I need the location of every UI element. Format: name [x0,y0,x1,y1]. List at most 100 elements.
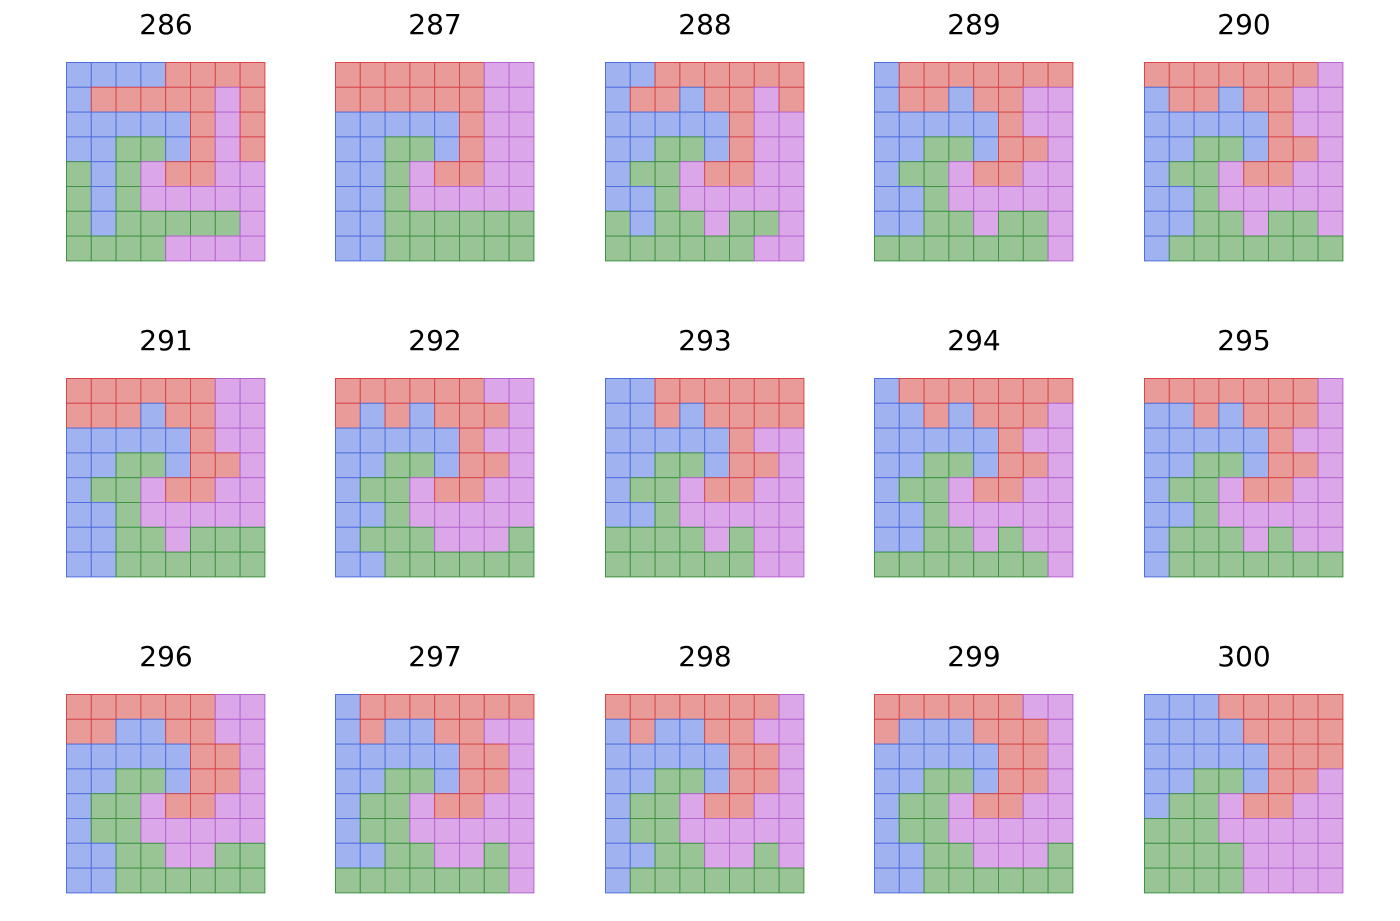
grid-cell [654,235,681,262]
grid-cell [140,793,167,819]
grid-cell [654,718,681,745]
grid-cell [1022,502,1049,528]
grid-cell [1193,694,1220,720]
grid-cell [778,718,805,745]
grid-cell [753,867,780,894]
grid-cell [998,452,1024,479]
grid-cell [140,86,167,113]
grid-cell [1317,161,1344,187]
grid-cell [1218,62,1245,88]
grid-cell [923,210,950,237]
grid-cell [948,210,975,237]
grid-cell [1292,427,1319,454]
grid-cell [239,867,266,894]
grid-cell [384,86,411,113]
grid-cell [66,867,92,894]
grid-cell [874,111,900,138]
grid-cell [605,818,631,844]
grid-cell [704,867,730,894]
color-grid [605,694,805,894]
grid-cell [409,210,436,237]
grid-cell [66,502,92,528]
grid-cell [214,718,241,745]
grid-cell [335,161,361,187]
grid-cell [973,551,999,578]
grid-cell [753,210,780,237]
grid-cell [605,526,631,553]
grid-cell [335,378,361,404]
grid-cell [1047,694,1074,720]
grid-cell [483,694,510,720]
grid-cell [359,235,386,262]
grid-cell [1292,743,1319,770]
grid-cell [874,427,900,454]
grid-cell [1144,867,1170,894]
grid-cell [898,161,925,187]
grid-cell [434,427,460,454]
grid-cell [90,551,117,578]
grid-cell [459,694,485,720]
grid-cell [948,477,975,503]
grid-cell [1292,161,1319,187]
grid-cell [679,378,706,404]
grid-cell [1218,551,1245,578]
grid-cell [239,502,266,528]
grid-cell [605,136,631,163]
grid-cell [629,842,656,869]
grid-cell [1144,210,1170,237]
grid-cell [874,867,900,894]
grid-cell [1218,718,1245,745]
grid-cell [1292,452,1319,479]
grid-cell [605,743,631,770]
grid-cell [359,452,386,479]
grid-cell [654,452,681,479]
grid-cell [898,210,925,237]
grid-cell [409,452,436,479]
grid-cell [459,818,485,844]
grid-cell [874,161,900,187]
grid-cell [729,186,755,212]
grid-cell [384,842,411,869]
grid-panel: 294 [874,316,1084,596]
grid-cell [239,62,266,88]
grid-cell [66,477,92,503]
grid-cell [459,842,485,869]
grid-cell [778,186,805,212]
grid-cell [1193,378,1220,404]
grid-cell [165,818,191,844]
grid-cell [605,718,631,745]
grid-cell [923,842,950,869]
grid-cell [190,86,216,113]
grid-cell [459,111,485,138]
grid-cell [948,818,975,844]
grid-cell [1047,186,1074,212]
grid-cell [998,235,1024,262]
grid-cell [214,452,241,479]
grid-cell [898,694,925,720]
grid-cell [335,210,361,237]
grid-cell [335,867,361,894]
grid-cell [1047,111,1074,138]
grid-cell [214,186,241,212]
grid-cell [753,452,780,479]
grid-cell [1047,210,1074,237]
grid-cell [165,111,191,138]
grid-cell [778,161,805,187]
grid-cell [1144,402,1170,429]
grid-cell [778,477,805,503]
grid-cell [508,768,535,795]
grid-cell [654,768,681,795]
grid-cell [66,136,92,163]
grid-cell [66,427,92,454]
grid-cell [359,718,386,745]
grid-cell [998,402,1024,429]
grid-cell [654,427,681,454]
grid-cell [359,526,386,553]
grid-cell [874,186,900,212]
grid-cell [1168,526,1195,553]
grid-cell [1168,161,1195,187]
grid-cell [335,842,361,869]
grid-cell [1168,793,1195,819]
grid-cell [409,867,436,894]
grid-cell [384,793,411,819]
